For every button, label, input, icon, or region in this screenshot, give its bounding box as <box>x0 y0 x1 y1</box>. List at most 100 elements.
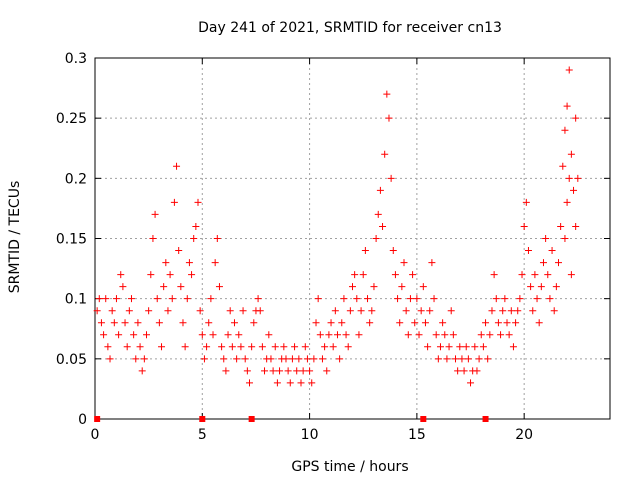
data-point <box>140 355 148 363</box>
data-point <box>286 379 294 387</box>
data-point <box>235 331 243 339</box>
data-point <box>198 331 206 339</box>
data-point <box>473 367 481 375</box>
data-point <box>233 355 241 363</box>
data-point <box>149 235 157 242</box>
data-point <box>183 295 191 303</box>
data-point <box>449 331 457 339</box>
data-point <box>93 307 101 315</box>
data-point <box>123 343 131 351</box>
data-point <box>505 331 513 339</box>
data-point <box>104 343 112 351</box>
data-point <box>344 343 352 351</box>
y-tick-label: 0 <box>78 412 87 428</box>
data-point <box>467 379 475 387</box>
data-point <box>567 271 575 279</box>
data-point <box>415 331 423 339</box>
y-tick-label: 0.05 <box>56 352 87 368</box>
data-point <box>400 259 408 267</box>
data-point <box>544 271 552 279</box>
data-point <box>271 343 279 351</box>
data-point <box>158 343 166 351</box>
data-point <box>514 307 522 315</box>
data-point <box>512 319 520 327</box>
data-point <box>454 367 462 375</box>
data-point <box>479 343 487 351</box>
data-point <box>130 331 138 339</box>
data-point <box>421 319 429 327</box>
baseline-marker <box>248 416 255 422</box>
data-point <box>314 295 322 303</box>
data-point <box>301 343 309 351</box>
data-point <box>366 319 374 327</box>
data-point <box>355 331 363 339</box>
data-point <box>411 319 419 327</box>
data-point <box>203 343 211 351</box>
data-point <box>213 235 221 242</box>
data-point <box>555 259 562 267</box>
data-point <box>333 331 341 339</box>
data-point <box>215 283 223 291</box>
data-point <box>340 295 348 303</box>
data-point <box>387 174 395 182</box>
data-point <box>364 295 372 303</box>
data-point <box>243 367 251 375</box>
data-point <box>209 331 217 339</box>
data-point <box>559 162 567 170</box>
data-point <box>177 283 185 291</box>
chart-title: Day 241 of 2021, SRMTID for receiver cn1… <box>198 20 502 36</box>
data-point <box>312 319 320 327</box>
y-axis-label: SRMTID / TECUs <box>7 181 23 294</box>
data-point <box>155 319 163 327</box>
data-point <box>160 283 168 291</box>
data-point <box>338 319 346 327</box>
data-point <box>196 307 204 315</box>
data-point <box>168 295 176 303</box>
data-point <box>237 343 245 351</box>
data-point <box>273 379 281 387</box>
plot-area: 0 0.05 0.1 0.15 0.2 0.25 0.3 0 5 10 15 20 <box>56 51 611 443</box>
data-point <box>389 247 397 255</box>
data-point <box>488 307 496 315</box>
data-point <box>310 355 318 363</box>
y-tick-label: 0.25 <box>56 111 87 127</box>
data-point <box>331 307 339 315</box>
data-point <box>258 343 266 351</box>
data-point <box>550 307 558 315</box>
data-point <box>297 379 305 387</box>
y-tick-label: 0.15 <box>56 232 87 248</box>
data-point <box>121 319 129 327</box>
data-point <box>482 319 490 327</box>
data-point <box>439 319 447 327</box>
data-point <box>499 307 507 315</box>
data-point <box>250 319 258 327</box>
ticks: 0 0.05 0.1 0.15 0.2 0.25 0.3 0 5 10 15 20 <box>56 51 610 443</box>
data-point <box>194 198 202 206</box>
data-point <box>284 367 292 375</box>
data-point <box>381 150 389 158</box>
data-point <box>398 283 406 291</box>
data-point <box>452 355 459 363</box>
data-point <box>572 222 580 230</box>
data-point <box>190 235 198 242</box>
data-point <box>127 295 135 303</box>
data-point <box>494 319 502 327</box>
data-point <box>492 295 500 303</box>
data-point <box>267 355 275 363</box>
data-point <box>370 283 378 291</box>
data-point <box>563 102 571 110</box>
data-point <box>108 307 116 315</box>
data-point <box>379 222 387 230</box>
data-point <box>462 343 470 351</box>
data-point <box>565 66 573 74</box>
data-point <box>535 319 543 327</box>
data-point <box>561 126 569 134</box>
data-point <box>327 319 335 327</box>
x-tick-label: 10 <box>301 427 319 443</box>
baseline-marker <box>199 416 206 422</box>
data-point <box>503 319 511 327</box>
data-point <box>254 295 262 303</box>
data-point <box>115 331 123 339</box>
data-point <box>125 307 133 315</box>
data-point <box>361 247 369 255</box>
